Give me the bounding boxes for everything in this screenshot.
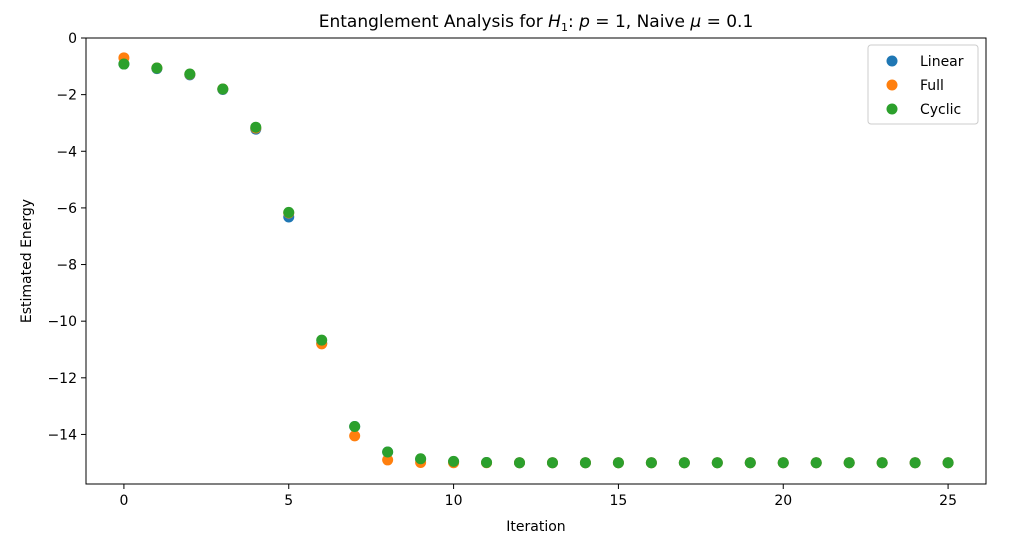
y-tick-label: 0 (68, 31, 77, 47)
legend-label-full: Full (920, 78, 944, 94)
y-tick-label: −4 (56, 144, 77, 160)
y-tick-label: −10 (47, 314, 77, 330)
data-point-cyclic (612, 457, 624, 469)
data-point-cyclic (250, 121, 262, 133)
x-tick-label: 20 (774, 493, 792, 509)
series-full (118, 52, 954, 469)
y-tick-label: −12 (47, 371, 77, 387)
chart-title: Entanglement Analysis for H1: p = 1, Nai… (319, 12, 754, 34)
y-tick-label: −8 (56, 258, 77, 274)
data-point-cyclic (645, 457, 657, 469)
legend-label-cyclic: Cyclic (920, 102, 961, 118)
x-tick-label: 0 (119, 493, 128, 509)
data-point-cyclic (349, 421, 361, 433)
x-tick-label: 25 (939, 493, 957, 509)
data-point-cyclic (810, 457, 822, 469)
legend-marker-full (886, 79, 898, 91)
data-point-cyclic (283, 206, 295, 218)
x-tick-label: 15 (610, 493, 628, 509)
data-point-cyclic (481, 456, 493, 468)
data-point-cyclic (744, 457, 756, 469)
y-tick-label: −14 (47, 427, 77, 443)
data-point-cyclic (546, 457, 558, 469)
x-axis-label: Iteration (506, 519, 565, 535)
data-point-cyclic (843, 457, 855, 469)
data-point-cyclic (579, 457, 591, 469)
data-point-cyclic (876, 457, 888, 469)
data-point-cyclic (909, 457, 921, 469)
y-axis-label: Estimated Energy (19, 199, 35, 323)
x-tick-label: 10 (445, 493, 463, 509)
data-points (118, 52, 954, 469)
data-point-cyclic (448, 455, 460, 467)
series-linear (118, 58, 954, 469)
data-point-cyclic (777, 457, 789, 469)
axis-ticks: 0 5 10 15 20 25 0 −2 −4 −6 −8 −10 −12 −14 (47, 31, 957, 509)
data-point-cyclic (382, 446, 394, 458)
y-tick-label: −6 (56, 201, 77, 217)
data-point-cyclic (217, 83, 229, 95)
data-point-cyclic (711, 457, 723, 469)
data-point-cyclic (415, 453, 427, 465)
data-point-cyclic (151, 62, 163, 74)
series-cyclic (118, 58, 954, 469)
data-point-cyclic (942, 457, 954, 469)
data-point-full (382, 454, 394, 466)
y-tick-label: −2 (56, 88, 77, 104)
plot-frame (85, 37, 987, 485)
data-point-cyclic (184, 68, 196, 80)
x-tick-label: 5 (284, 493, 293, 509)
data-point-cyclic (514, 457, 526, 469)
data-point-cyclic (678, 457, 690, 469)
data-point-cyclic (316, 334, 328, 346)
data-point-cyclic (118, 58, 130, 70)
data-point-full (349, 430, 361, 442)
legend-marker-linear (886, 55, 898, 67)
legend-label-linear: Linear (920, 54, 964, 70)
legend-marker-cyclic (886, 103, 898, 115)
legend: Linear Full Cyclic (867, 44, 979, 125)
